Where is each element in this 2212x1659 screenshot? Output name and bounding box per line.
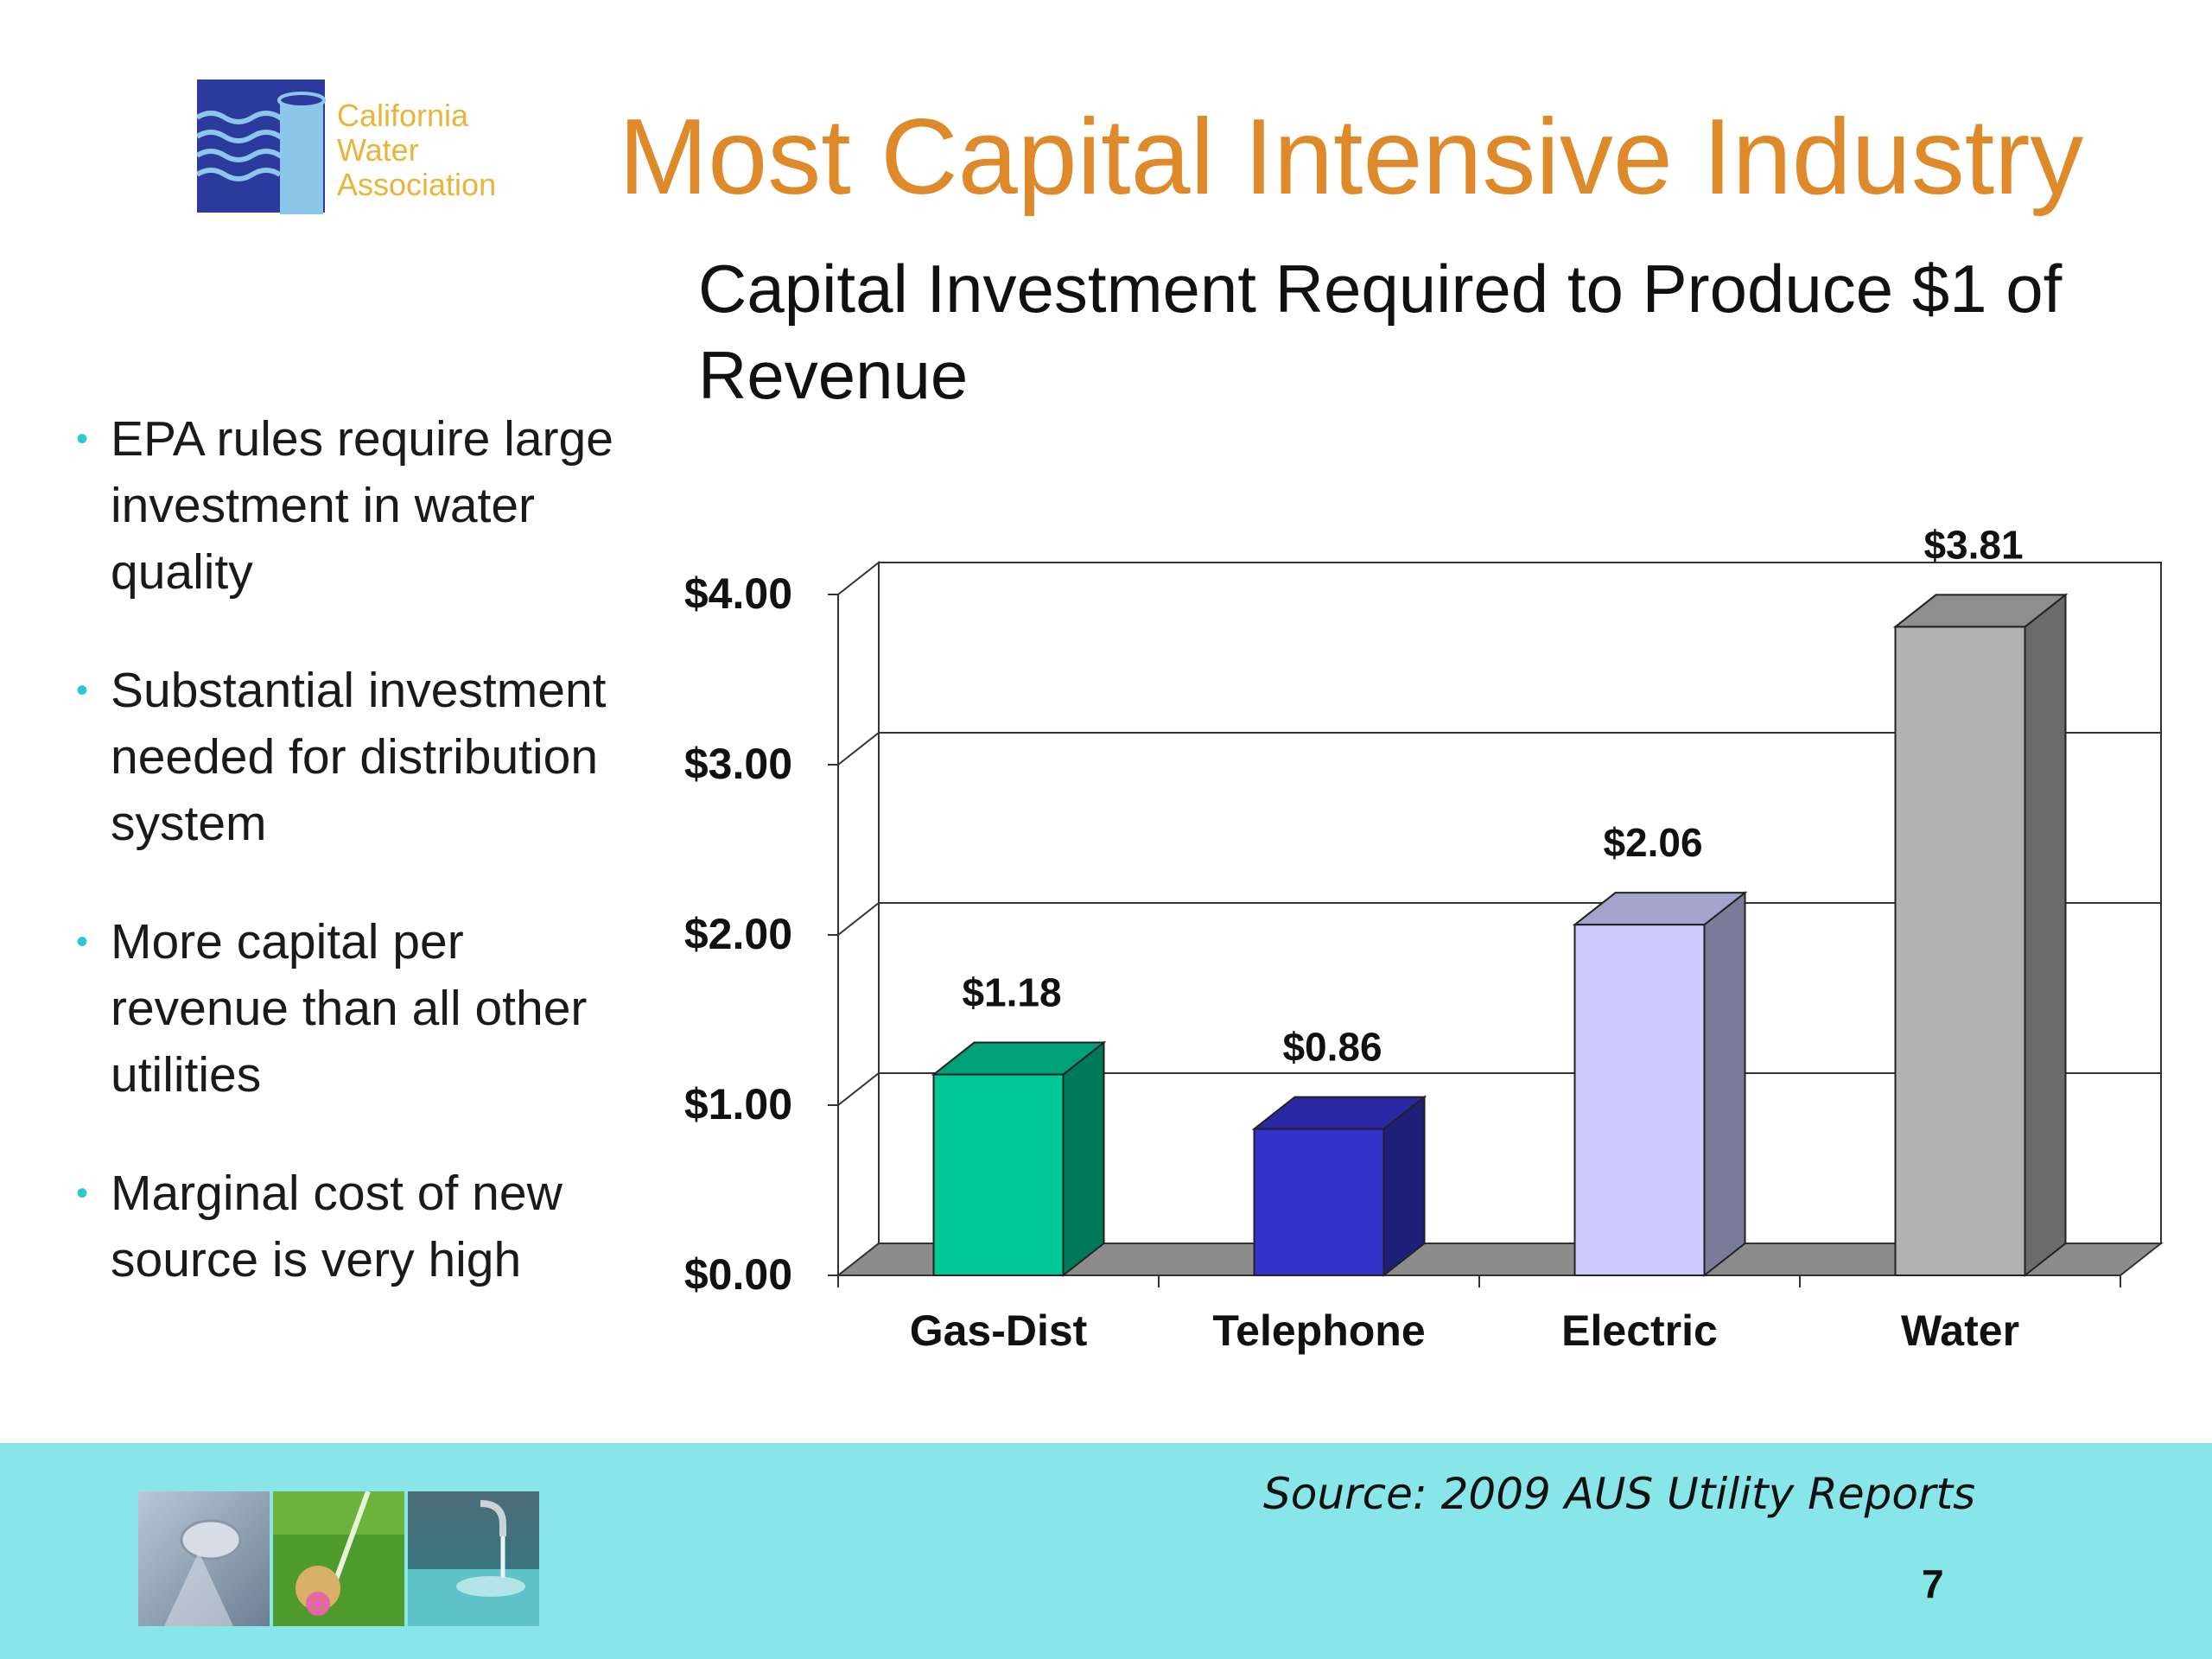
logo-line: California [337,98,469,133]
source-note: Source: 2009 AUS Utility Reports [1263,1469,1976,1519]
bar-side [2024,593,2067,1278]
bar [1573,924,1706,1277]
y-tick-label: $0.00 [684,1250,792,1299]
bullet-dot-icon: • [76,1174,89,1212]
california-water-association-logo: California Water Association [195,79,536,214]
bar-chart: $0.00 $1.00 $2.00 $3.00 $4.00 $1.18 Gas-Dist $0… [684,522,2164,1355]
photo-strip [138,1491,543,1626]
bar-side [1703,891,1746,1278]
bullet-text: EPA rules require large investment in wa… [111,411,613,600]
bullet-list: • EPA rules require large investment in … [76,406,629,1345]
slide-title: Most Capital Intensive Industry [619,98,2084,217]
y-tick-label: $3.00 [684,740,792,788]
bullet-text: Marginal cost of new source is very high [111,1166,563,1287]
bar [932,1073,1065,1277]
logo-line: Association [337,167,497,202]
garden-hose-photo [273,1491,404,1626]
category-label: Water [1901,1306,2019,1355]
bullet-dot-icon: • [76,671,89,709]
category-label: Electric [1561,1306,1718,1355]
y-tick-label: $1.00 [684,1080,792,1128]
bullet-dot-icon: • [76,923,89,961]
bullet-item: • Substantial investment needed for dist… [76,658,629,857]
faucet-water-photo [408,1491,539,1626]
bullet-text: More capital per revenue than all other … [111,914,588,1103]
logo-line: Water [337,132,419,168]
bullet-item: • Marginal cost of new source is very hi… [76,1160,629,1294]
bullet-item: • EPA rules require large investment in … [76,406,629,606]
water-waves-icon [195,79,326,214]
data-label: $3.81 [1923,522,2023,567]
data-label: $0.86 [1282,1025,1382,1070]
category-label: Telephone [1212,1306,1425,1355]
page-number: 7 [1922,1561,1944,1606]
logo-text: California Water Association [337,99,544,202]
bullet-text: Substantial investment needed for distri… [111,663,607,851]
category-label: Gas-Dist [910,1306,1088,1355]
bullet-dot-icon: • [76,420,89,458]
y-tick-label: $4.00 [684,569,792,618]
bar-side [1062,1040,1105,1278]
footer-band: Source: 2009 AUS Utility Reports 7 [0,1443,2212,1659]
bullet-item: • More capital per revenue than all othe… [76,909,629,1109]
bar [1253,1128,1385,1276]
gridline [837,732,2161,766]
chart-title: Capital Investment Required to Produce $… [698,251,2063,413]
bar [1894,626,2026,1276]
data-label: $1.18 [962,970,1061,1015]
shower-head-photo [138,1491,270,1626]
y-tick-label: $2.00 [684,910,792,958]
data-label: $2.06 [1603,820,1702,865]
